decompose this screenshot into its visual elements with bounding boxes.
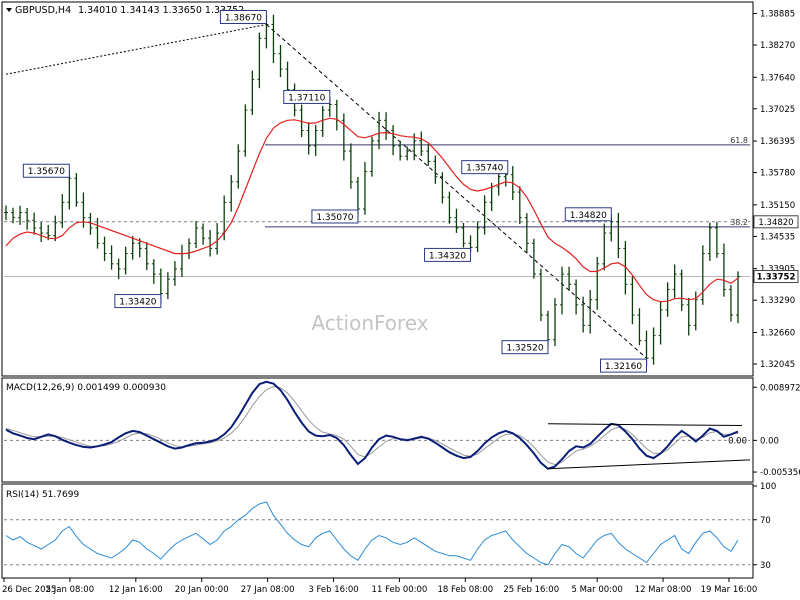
x-tick-label: 18 Feb 08:00 [437,585,493,595]
trendline-dotted [5,24,267,75]
price-annotation-label: 1.35670 [28,167,65,177]
fibonacci-label: 61.8 [730,136,748,145]
price-annotation-label: 1.35070 [316,213,353,223]
macd-panel: MACD(12,26,9) 0.001499 0.000930 [4,380,751,470]
macd-trendline-lower [547,459,751,470]
x-tick-label: 5 Mar 00:00 [571,585,622,595]
dropdown-arrow-icon[interactable] [6,8,12,12]
rsi-panel: RSI(14) 51.7699 [4,490,750,566]
price-y-tick-label: 1.36395 [760,137,795,147]
macd-level-label: 0.00 [728,436,747,446]
x-tick-label: 12 Mar 08:00 [635,585,692,595]
macd-line [5,380,739,470]
x-tick-label: 20 Jan 00:00 [175,585,229,595]
price-annotation-box [283,89,331,104]
price-annotation-label: 1.32520 [506,344,543,354]
macd-label: MACD(12,26,9) 0.001499 0.000930 [6,383,166,393]
price-y-tick-label: 1.37025 [760,105,795,115]
ohlc-readout: 1.34010 1.34143 1.33650 1.33752 [78,5,244,16]
rsi-label: RSI(14) 51.7699 [6,490,79,500]
price-annotation-label: 1.32160 [605,362,642,372]
x-tick-label: 26 Dec 2025 [2,585,56,595]
macd-y-tick-label: 0.00 [760,436,779,446]
x-tick-label: 12 Jan 16:00 [109,585,163,595]
price-y-tick-label: 1.32045 [760,360,795,370]
trendline-dashed [266,24,647,359]
price-annotation-label: 1.34820 [570,211,607,221]
watermark: ActionForex [311,311,428,335]
rsi-y-tick-label: 100 [760,482,776,492]
price-annotation-box [114,294,162,309]
rsi-line [5,501,739,566]
rsi-y-tick-label: 70 [760,516,771,526]
macd-trendline-upper [547,423,743,427]
price-y-tick-label: 1.38885 [760,9,795,19]
current-price-label: 1.33752 [757,273,796,283]
macd-signal-line [5,385,739,466]
price-annotation-box [311,209,359,224]
x-tick-label: 3 Feb 16:00 [308,585,358,595]
price-annotation-label: 1.34320 [429,251,466,261]
price-annotation-box [501,340,549,355]
level-price-box [753,215,799,229]
price-annotation-box [424,247,472,262]
macd-y-tick-label: -0.005356 [760,468,800,478]
level-price-label: 1.34820 [758,218,793,228]
rsi-panel-frame [1,483,754,579]
price-y-tick-label: 1.37640 [760,73,795,83]
price-annotation-label: 1.38670 [225,13,262,23]
price-y-tick-label: 1.33290 [760,296,795,306]
rsi-y-tick-label: 30 [760,561,771,571]
price-annotation-box [600,358,647,373]
fibonacci-label: 38.2 [730,218,748,227]
moving-average-line [5,117,739,303]
price-y-tick-label: 1.35150 [760,201,795,211]
price-annotation-box [22,163,70,178]
axes: 1.38885 1.38270 1.37640 1.37025 1.36395 1.357… [2,9,800,595]
x-tick-label: 5 Jan 08:00 [46,585,94,595]
price-annotation-box [461,160,509,175]
price-y-tick-label: 1.32660 [760,328,795,338]
price-annotation-box [564,207,612,222]
x-tick-label: 27 Jan 08:00 [241,585,295,595]
x-tick-label: 11 Feb 00:00 [372,585,428,595]
price-annotation-label: 1.33420 [119,298,156,308]
x-tick-label: 25 Feb 16:00 [503,585,559,595]
price-panel: 61.8 38.2 1.38670 1.37110 1.35670 1.35740 1.35… [4,9,750,373]
price-y-tick-label: 1.33905 [760,265,795,275]
macd-y-tick-label: 0.008972 [760,383,800,393]
chart-header: GBPUSD,H4 1.34010 1.34143 1.33650 1.3375… [6,5,244,16]
macd-panel-frame [1,377,754,483]
price-annotation-label: 1.35740 [466,164,503,174]
price-annotation-box [219,9,267,24]
symbol-label: GBPUSD,H4 [15,5,71,16]
price-panel-frame [1,1,754,377]
current-price-box [753,270,799,284]
price-y-tick-label: 1.35780 [760,169,795,179]
price-annotation-label: 1.37110 [288,93,325,103]
price-y-tick-label: 1.34535 [760,232,795,242]
price-y-tick-label: 1.38270 [760,41,795,51]
x-tick-label: 19 Mar 16:00 [701,585,758,595]
